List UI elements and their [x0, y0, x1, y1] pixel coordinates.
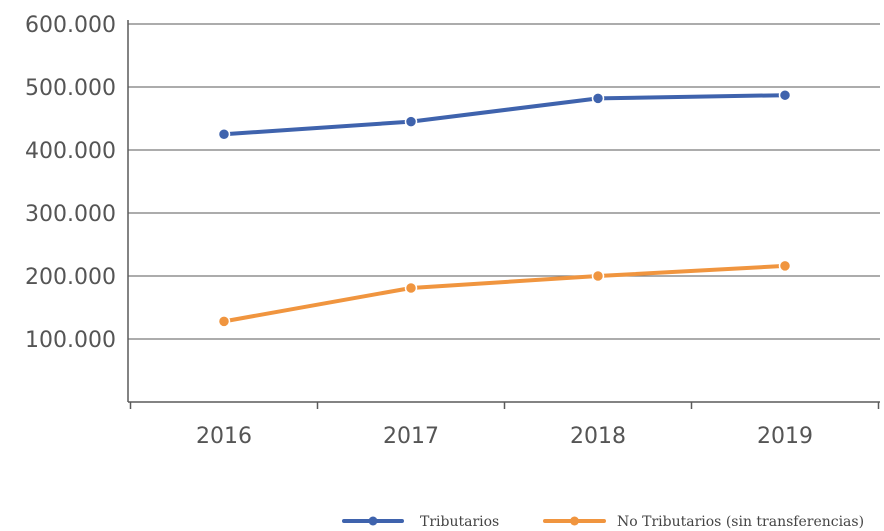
- legend-swatch-marker: [570, 516, 579, 526]
- legend-item-1: Tributarios: [342, 514, 499, 530]
- data-point-2019: [778, 259, 792, 273]
- legend-item-2: No Tributarios (sin transferencias): [543, 514, 864, 530]
- x-axis-ticks: 2016 2017 2018 2019: [129, 402, 880, 449]
- legend-label: Tributarios: [420, 514, 499, 530]
- data-point-2019: [778, 88, 792, 102]
- y-tick-label: 100.000: [25, 328, 116, 353]
- x-tick-label-2017: 2017: [383, 424, 439, 449]
- legend-label: No Tributarios (sin transferencias): [617, 514, 864, 530]
- x-tick-label-2016: 2016: [196, 424, 252, 449]
- grid-lines: [128, 23, 880, 340]
- y-tick-label: 300.000: [25, 202, 116, 227]
- series-lines: [217, 88, 792, 328]
- y-tick-label: 600.000: [25, 13, 116, 38]
- y-axis-tick-labels: 100.000 200.000 300.000 400.000 500.000 600.0…: [25, 13, 116, 353]
- legend-swatch-marker: [368, 516, 378, 526]
- data-point-2017: [404, 115, 418, 128]
- series-1: [217, 88, 792, 141]
- legend: Tributarios No Tributarios (sin transfere…: [342, 514, 864, 530]
- data-point-2018: [591, 92, 605, 105]
- data-point-2016: [217, 315, 231, 328]
- series-line: [222, 263, 787, 324]
- data-point-2017: [404, 281, 418, 295]
- x-tick-label-2019: 2019: [757, 424, 813, 449]
- series-2: [217, 259, 792, 328]
- y-tick-label: 200.000: [25, 265, 116, 290]
- x-tick-label-2018: 2018: [570, 424, 626, 449]
- data-point-2016: [217, 128, 231, 141]
- y-tick-label: 500.000: [25, 76, 116, 101]
- series-line: [222, 93, 787, 137]
- data-point-2018: [591, 269, 605, 283]
- y-tick-label: 400.000: [25, 139, 116, 164]
